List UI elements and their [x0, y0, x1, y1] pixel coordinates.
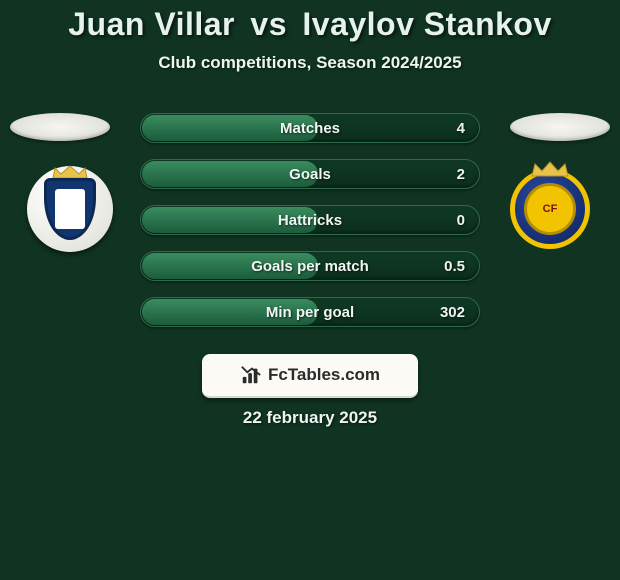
stat-value: 4	[457, 114, 465, 142]
stat-row: Hattricks 0	[140, 205, 480, 235]
stat-row: Min per goal 302	[140, 297, 480, 327]
stat-label: Matches	[141, 114, 479, 142]
right-club-badge: CF	[504, 163, 596, 255]
shield-stripe	[55, 189, 85, 229]
stat-row: Matches 4	[140, 113, 480, 143]
stat-row: Goals per match 0.5	[140, 251, 480, 281]
left-club-badge	[24, 163, 116, 255]
main-area: CF Matches 4 Goals 2 Hattricks 0	[0, 101, 620, 361]
stat-rows: Matches 4 Goals 2 Hattricks 0 Goals per …	[140, 113, 480, 343]
bar-chart-icon	[240, 364, 262, 386]
stat-value: 0.5	[444, 252, 465, 280]
page-title: Juan Villar vs Ivaylov Stankov	[0, 0, 620, 43]
badge-inner-text: CF	[543, 203, 558, 215]
brand-name-b: .com	[340, 365, 380, 384]
badge-inner-disc: CF	[524, 183, 576, 235]
right-ellipse-decor	[510, 113, 610, 141]
brand-name-a: FcTables	[268, 365, 340, 384]
date-label: 22 february 2025	[0, 408, 620, 428]
crown-icon	[530, 160, 570, 178]
stat-label: Goals	[141, 160, 479, 188]
round-badge-icon: CF	[510, 169, 590, 249]
player-a-name: Juan Villar	[68, 6, 235, 42]
stat-value: 302	[440, 298, 465, 326]
brand-card[interactable]: FcTables.com	[202, 354, 418, 398]
brand-name: FcTables.com	[268, 365, 380, 385]
left-ellipse-decor	[10, 113, 110, 141]
player-b-name: Ivaylov Stankov	[302, 6, 551, 42]
stat-value: 0	[457, 206, 465, 234]
shield-icon	[44, 178, 96, 240]
stat-value: 2	[457, 160, 465, 188]
vs-label: vs	[250, 6, 287, 42]
comparison-card: Juan Villar vs Ivaylov Stankov Club comp…	[0, 0, 620, 580]
stat-label: Goals per match	[141, 252, 479, 280]
stat-label: Hattricks	[141, 206, 479, 234]
stat-label: Min per goal	[141, 298, 479, 326]
badge-disc	[27, 166, 113, 252]
subtitle: Club competitions, Season 2024/2025	[0, 53, 620, 73]
stat-row: Goals 2	[140, 159, 480, 189]
